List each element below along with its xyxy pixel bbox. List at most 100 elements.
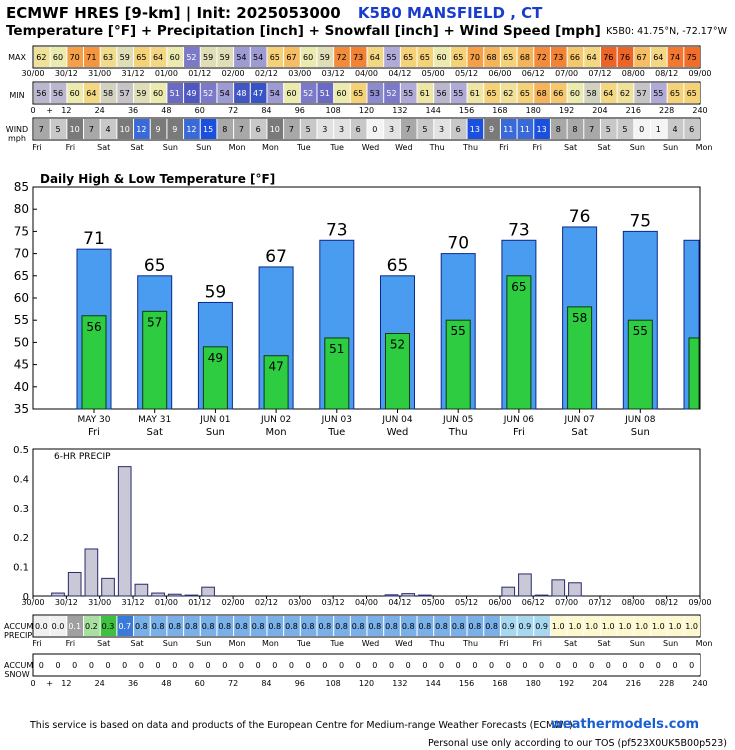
- precip-ytick-1: 0.1: [13, 563, 29, 574]
- accum-precip-strip-value-2: 0.1: [68, 622, 81, 631]
- accum-snow-strip-value-9: 0: [189, 661, 194, 670]
- max-strip-cell-1: [50, 47, 67, 67]
- snow-hour-label-14: 156: [459, 679, 474, 688]
- max-strip-cell-15: [284, 47, 300, 67]
- wind-day-label-7: Mon: [262, 143, 279, 152]
- min-strip-value-38: 65: [670, 89, 680, 98]
- wind-strip-cell-21: [384, 119, 400, 139]
- low-temp-label-9: 55: [633, 324, 648, 338]
- accum-snow-strip-value-2: 0: [72, 661, 77, 670]
- high-temp-label-3: 67: [265, 247, 287, 267]
- min-hour-label-6: 60: [195, 106, 205, 115]
- snow-hour-label-3: 24: [95, 679, 105, 688]
- max-date-label-12: 05/00: [422, 69, 445, 78]
- wind-day-label-3: Sat: [130, 143, 143, 152]
- min-strip-cell-22: [400, 83, 417, 103]
- min-strip-value-10: 52: [203, 89, 213, 98]
- wind-strip-value-32: 8: [572, 125, 577, 134]
- accum-snow-strip-cell-12: [234, 655, 250, 675]
- accum-precip-strip-cell-29: [517, 616, 534, 636]
- max-strip-value-26: 70: [470, 53, 480, 62]
- accum-snow-strip-value-26: 0: [472, 661, 477, 670]
- accum-snow-strip-cell-16: [300, 655, 317, 675]
- min-strip-value-35: 62: [620, 89, 630, 98]
- temp-chart-frame: [32, 186, 701, 410]
- wind-strip-value-18: 3: [339, 125, 344, 134]
- accum-precip-strip-value-8: 0.8: [168, 622, 181, 631]
- min-strip-cell-37: [650, 83, 667, 103]
- accum-snow-strip-value-39: 0: [689, 661, 694, 670]
- wind-strip-cell-10: [200, 119, 217, 139]
- accum-snow-strip-value-23: 0: [422, 661, 427, 670]
- accum-precip-strip-cell-14: [267, 616, 284, 636]
- min-strip-value-25: 55: [453, 89, 463, 98]
- snow-hour-label-16: 180: [526, 679, 541, 688]
- wind-strip-value-4: 4: [105, 125, 110, 134]
- min-hour-label-8: 84: [261, 106, 271, 115]
- min-strip-value-7: 60: [153, 89, 163, 98]
- accum-snow-strip-cell-6: [134, 655, 150, 675]
- weathermodels-link[interactable]: weathermodels.com: [550, 717, 699, 732]
- max-strip-cell-4: [100, 47, 117, 67]
- wind-strip-cell-16: [300, 119, 317, 139]
- max-strip-value-6: 65: [136, 53, 146, 62]
- accum-precip-strip-cell-23: [417, 616, 434, 636]
- accum-snow-strip-value-38: 0: [672, 661, 677, 670]
- precip-date-label-20: 09/00: [688, 598, 711, 607]
- max-strip-value-24: 60: [436, 53, 446, 62]
- low-temp-bar-0: [81, 315, 107, 410]
- low-temp-bar-9: [627, 319, 653, 410]
- max-strip-value-37: 64: [653, 53, 663, 62]
- min-hour-label-18: 204: [592, 106, 607, 115]
- accum-snow-strip-cell-29: [517, 655, 534, 675]
- min-strip-cell-9: [184, 83, 200, 103]
- accum-snow-strip-cell-13: [250, 655, 267, 675]
- wind-strip-cell-5: [117, 119, 134, 139]
- accum-snow-strip-value-6: 0: [139, 661, 144, 670]
- min-strip-value-31: 66: [553, 89, 563, 98]
- min-strip-value-3: 64: [86, 89, 96, 98]
- max-strip-value-23: 65: [420, 53, 430, 62]
- accum-snow-strip-cell-38: [667, 655, 684, 675]
- min-row-label: MIN: [9, 91, 25, 100]
- accum-precip-strip-cell-33: [584, 616, 600, 636]
- min-strip-value-39: 65: [687, 89, 697, 98]
- max-strip-cell-23: [417, 47, 434, 67]
- snow-hour-label-15: 168: [492, 679, 507, 688]
- accum-precip-strip-value-30: 0.9: [535, 622, 548, 631]
- wind-strip-value-7: 9: [156, 125, 161, 134]
- min-strip-value-16: 52: [303, 89, 313, 98]
- accum-precip-strip-cell-17: [317, 616, 334, 636]
- accum-precip-strip-cell-12: [234, 616, 250, 636]
- low-temp-bar-8: [567, 306, 593, 410]
- min-strip-value-33: 58: [587, 89, 597, 98]
- max-strip-value-2: 70: [70, 53, 80, 62]
- precip-date-label-10: 04/00: [355, 598, 378, 607]
- max-strip-value-39: 75: [687, 53, 697, 62]
- accum-precip-strip-cell-3: [84, 616, 100, 636]
- max-strip-cell-16: [300, 47, 317, 67]
- accum-snow-strip-cell-20: [367, 655, 384, 675]
- max-strip-cell-6: [134, 47, 150, 67]
- precip-bar-10: [201, 586, 215, 597]
- wind-strip-value-38: 4: [672, 125, 677, 134]
- min-strip-cell-20: [367, 83, 384, 103]
- wind-strip-value-39: 6: [689, 125, 694, 134]
- snow-hour-label-5: 48: [161, 679, 171, 688]
- precip-date-label-14: 06/00: [488, 598, 511, 607]
- snow-hour-label-0: 0: [30, 679, 35, 688]
- wind-strip-cell-22: [400, 119, 417, 139]
- snow-hour-label-10: 108: [326, 679, 341, 688]
- accum-precip-strip-cell-2: [67, 616, 84, 636]
- precip-date-label-19: 08/12: [655, 598, 678, 607]
- accum-snow-strip-cell-9: [184, 655, 200, 675]
- accum-snow-strip-cell-5: [117, 655, 134, 675]
- max-strip-cell-26: [467, 47, 484, 67]
- temp-weekday-label-3: Mon: [266, 427, 287, 438]
- accum-precip-strip-cell-39: [684, 616, 700, 636]
- accum-snow-strip-value-34: 0: [606, 661, 611, 670]
- min-strip-cell-3: [84, 83, 100, 103]
- min-strip-cell-31: [550, 83, 567, 103]
- accum-precip-strip-cell-18: [334, 616, 350, 636]
- wind-day-label-1: Fri: [66, 143, 76, 152]
